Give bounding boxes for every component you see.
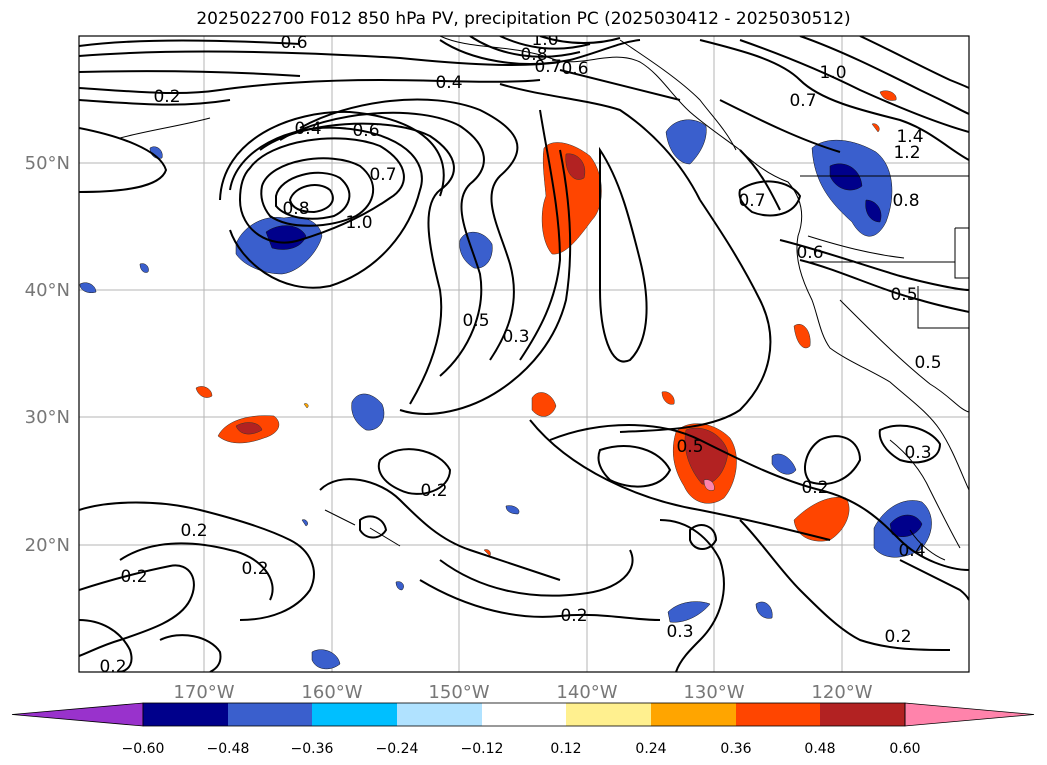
contour-label: 0.7	[789, 91, 816, 111]
contour-label: 0.2	[120, 567, 147, 587]
colorbar-tick-label: −0.60	[122, 741, 165, 757]
colorbar-tick-label: 0.12	[550, 741, 581, 757]
contour-label: 0.2	[99, 657, 126, 677]
colorbar-swatch	[736, 703, 820, 726]
precip-negative	[79, 119, 932, 670]
contour-label: 0.8	[282, 199, 309, 219]
contour-label: 0.4	[898, 541, 925, 561]
lat-label: 30°N	[25, 407, 70, 428]
colorbar-frame	[142, 702, 906, 727]
contour-label: 0.3	[502, 327, 529, 347]
lat-label: 40°N	[25, 280, 70, 301]
contour-label: 0.6	[561, 59, 588, 79]
contour-label: 0.2	[801, 478, 828, 498]
colorbar-tick-label: −0.36	[291, 741, 334, 757]
contour-label: 0.6	[796, 243, 823, 263]
lon-label: 160°W	[301, 682, 362, 703]
colorbar-tick-labels: −0.60 −0.48 −0.36 −0.24 −0.12 0.12 0.24 …	[122, 741, 921, 757]
contour-label: 1.2	[893, 143, 920, 163]
contour-label: 0.2	[241, 559, 268, 579]
contour-label: 1.0	[531, 30, 558, 50]
contour-label: 0.8	[520, 45, 547, 65]
contour-label: 0.4	[294, 119, 321, 139]
contour-label: 0.2	[153, 87, 180, 107]
pv-contours	[79, 36, 969, 672]
colorbar-swatch	[566, 703, 651, 726]
colorbar-swatch	[11, 702, 144, 727]
lon-label: 120°W	[811, 682, 872, 703]
precip-positive	[195, 90, 897, 557]
contour-label: 0.7	[738, 191, 765, 211]
contour-label: 0.7	[534, 57, 561, 77]
colorbar-tick-label: 0.36	[720, 741, 751, 757]
contour-label: 0.5	[890, 285, 917, 305]
contour-label: 0.8	[892, 191, 919, 211]
colorbar-tick-label: 0.60	[889, 741, 920, 757]
lon-label: 170°W	[173, 682, 234, 703]
contour-label: 0.3	[666, 622, 693, 642]
colorbar-swatch	[651, 703, 736, 726]
gridlines	[79, 36, 969, 672]
contour-label: 0.2	[884, 627, 911, 647]
contour-label: 1.0	[345, 213, 372, 233]
map-area: 0.6 1.0 0.8 0.7 0.6 0.4 0.2 0.4 0.6 0.7 …	[79, 30, 969, 677]
colorbar-tick-label: −0.12	[461, 741, 504, 757]
contour-label: 0.3	[904, 443, 931, 463]
colorbar-swatch	[312, 703, 397, 726]
colorbar-swatch	[482, 703, 566, 726]
contour-label: 0.7	[369, 165, 396, 185]
contour-label: 1.0	[819, 63, 846, 83]
colorbar-swatch	[820, 703, 905, 726]
contour-label: 0.5	[914, 353, 941, 373]
lat-label: 50°N	[25, 153, 70, 174]
contour-label: 0.2	[180, 521, 207, 541]
lon-axis-labels: 170°W 160°W 150°W 140°W 130°W 120°W	[173, 682, 872, 703]
colorbar-swatch	[397, 703, 482, 726]
lon-label: 140°W	[556, 682, 617, 703]
lat-axis-labels: 50°N 40°N 30°N 20°N	[25, 153, 70, 556]
contour-label: 0.2	[560, 606, 587, 626]
contour-label: 0.5	[676, 437, 703, 457]
coastlines	[119, 36, 969, 561]
lon-label: 130°W	[683, 682, 744, 703]
contour-label: 1.4	[896, 127, 923, 147]
map-title: 2025022700 F012 850 hPa PV, precipitatio…	[196, 9, 851, 29]
contour-label: 0.5	[462, 311, 489, 331]
contour-label-group: 0.6 1.0 0.8 0.7 0.6 0.4 0.2 0.4 0.6 0.7 …	[99, 30, 941, 677]
contour-label: 0.2	[420, 481, 447, 501]
colorbar-tick-label: 0.48	[804, 741, 835, 757]
map-frame	[78, 35, 970, 673]
colorbar-swatches	[11, 702, 1035, 727]
colorbar: −0.60 −0.48 −0.36 −0.24 −0.12 0.12 0.24 …	[11, 702, 1035, 757]
lon-label: 150°W	[428, 682, 489, 703]
colorbar-tick-label: −0.48	[207, 741, 250, 757]
colorbar-swatch	[143, 703, 228, 726]
contour-label: 0.6	[352, 121, 379, 141]
contour-label: 0.4	[435, 73, 462, 93]
colorbar-swatch	[904, 702, 1035, 727]
contour-label: 0.6	[280, 33, 307, 53]
colorbar-swatch	[228, 703, 312, 726]
colorbar-tick-label: −0.24	[376, 741, 419, 757]
colorbar-tick-label: 0.24	[635, 741, 666, 757]
lat-label: 20°N	[25, 535, 70, 556]
